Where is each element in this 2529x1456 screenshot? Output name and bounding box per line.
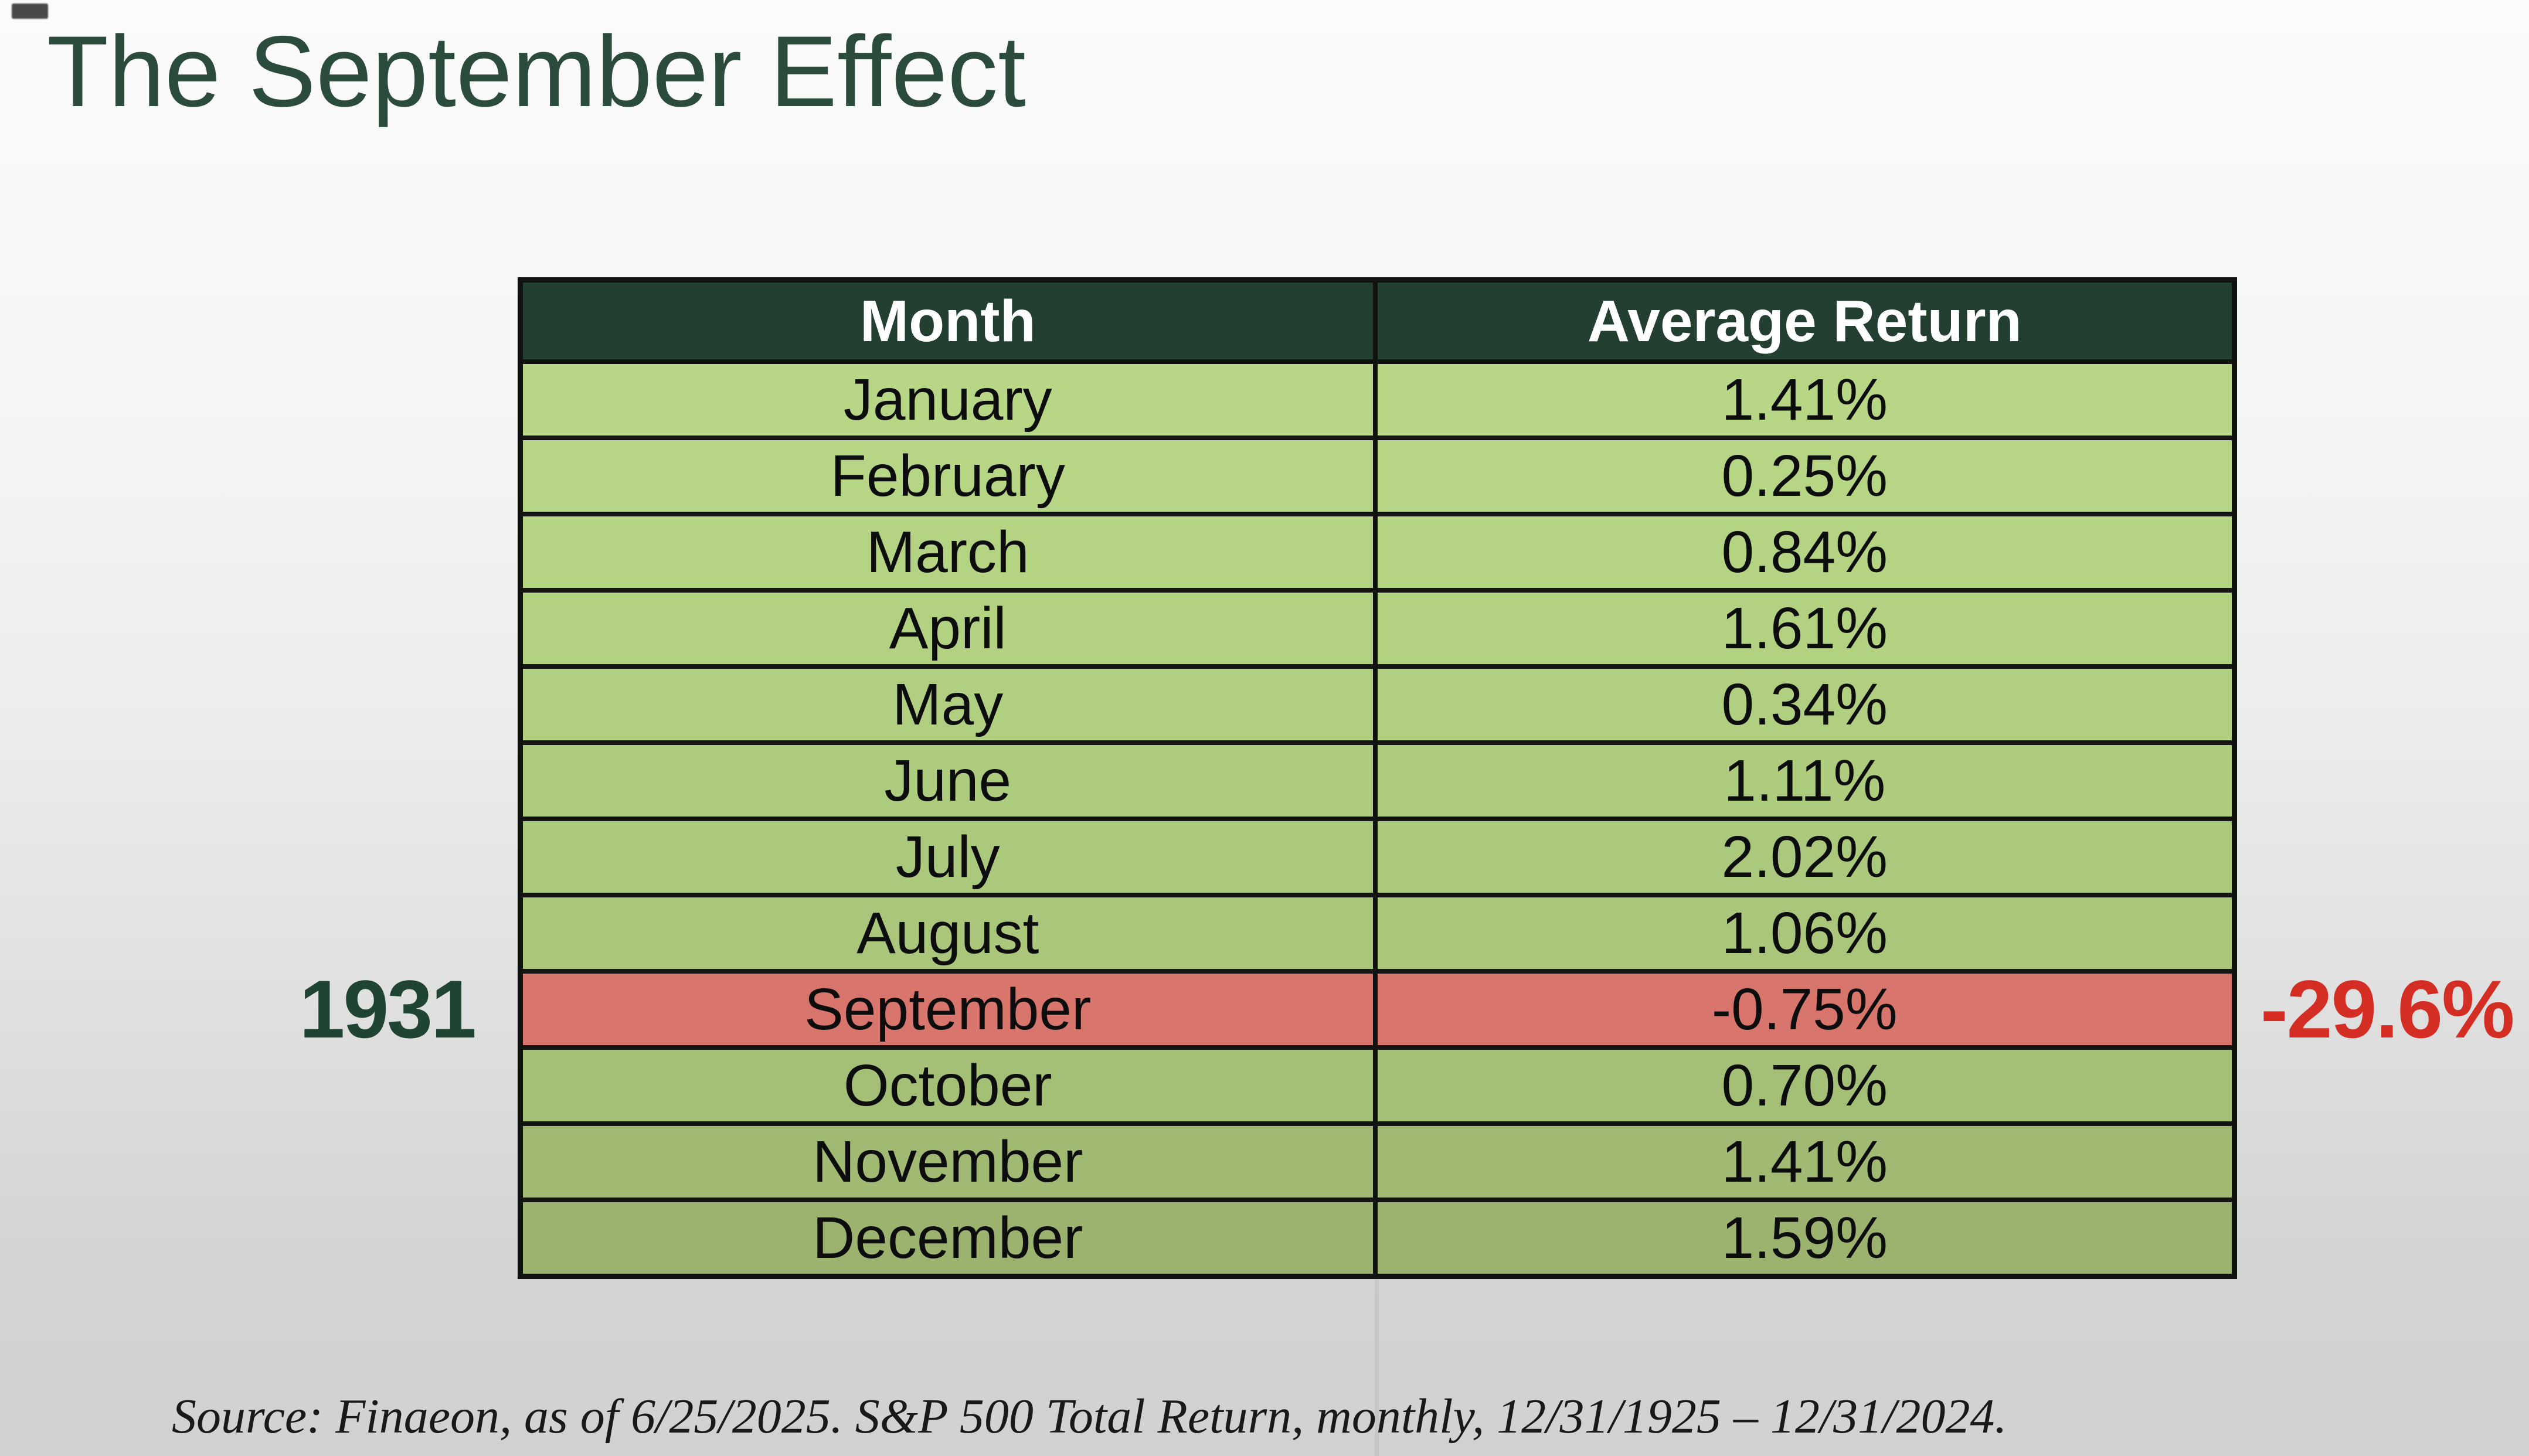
- video-artifact-mark: [12, 4, 48, 19]
- worst-year-return-label: -29.6%: [2261, 963, 2515, 1055]
- table-row: May 0.34%: [523, 669, 2232, 745]
- table-row: December 1.59%: [523, 1202, 2232, 1274]
- average-return-cell: 1.11%: [1377, 745, 2232, 821]
- average-return-cell: 0.25%: [1377, 440, 2232, 516]
- table-row: November 1.41%: [523, 1126, 2232, 1202]
- table-row: August 1.06%: [523, 897, 2232, 974]
- table-body: January 1.41% February 0.25% March 0.84%…: [523, 364, 2232, 1274]
- average-return-cell: 1.41%: [1377, 1126, 2232, 1202]
- average-return-cell: 0.34%: [1377, 669, 2232, 745]
- table-row-highlighted-september: September -0.75%: [523, 974, 2232, 1050]
- month-cell: August: [523, 897, 1378, 974]
- table-row: June 1.11%: [523, 745, 2232, 821]
- table-row: March 0.84%: [523, 516, 2232, 593]
- month-cell: December: [523, 1202, 1378, 1274]
- worst-year-label: 1931: [299, 963, 477, 1055]
- month-cell: June: [523, 745, 1378, 821]
- month-cell: July: [523, 821, 1378, 897]
- table-row: February 0.25%: [523, 440, 2232, 516]
- monthly-returns-table: Month Average Return January 1.41% Febru…: [518, 277, 2237, 1279]
- table-row: July 2.02%: [523, 821, 2232, 897]
- column-divider-extension-line: [1375, 1279, 1379, 1456]
- month-cell: May: [523, 669, 1378, 745]
- average-return-cell: 2.02%: [1377, 821, 2232, 897]
- month-cell: November: [523, 1126, 1378, 1202]
- average-return-cell: 0.84%: [1377, 516, 2232, 593]
- month-cell: January: [523, 364, 1378, 440]
- average-return-cell: -0.75%: [1377, 974, 2232, 1050]
- month-cell: October: [523, 1050, 1378, 1126]
- average-return-cell: 0.70%: [1377, 1050, 2232, 1126]
- average-return-cell: 1.41%: [1377, 364, 2232, 440]
- average-return-cell: 1.61%: [1377, 593, 2232, 669]
- table-row: October 0.70%: [523, 1050, 2232, 1126]
- column-header-average-return: Average Return: [1377, 283, 2232, 364]
- month-cell: March: [523, 516, 1378, 593]
- average-return-cell: 1.59%: [1377, 1202, 2232, 1274]
- average-return-cell: 1.06%: [1377, 897, 2232, 974]
- page-title: The September Effect: [47, 15, 1026, 128]
- column-header-month: Month: [523, 283, 1378, 364]
- source-note: Source: Finaeon, as of 6/25/2025. S&P 50…: [172, 1389, 2007, 1444]
- table-row: January 1.41%: [523, 364, 2232, 440]
- month-cell: September: [523, 974, 1378, 1050]
- month-cell: February: [523, 440, 1378, 516]
- table-row: April 1.61%: [523, 593, 2232, 669]
- table-header-row: Month Average Return: [523, 283, 2232, 364]
- month-cell: April: [523, 593, 1378, 669]
